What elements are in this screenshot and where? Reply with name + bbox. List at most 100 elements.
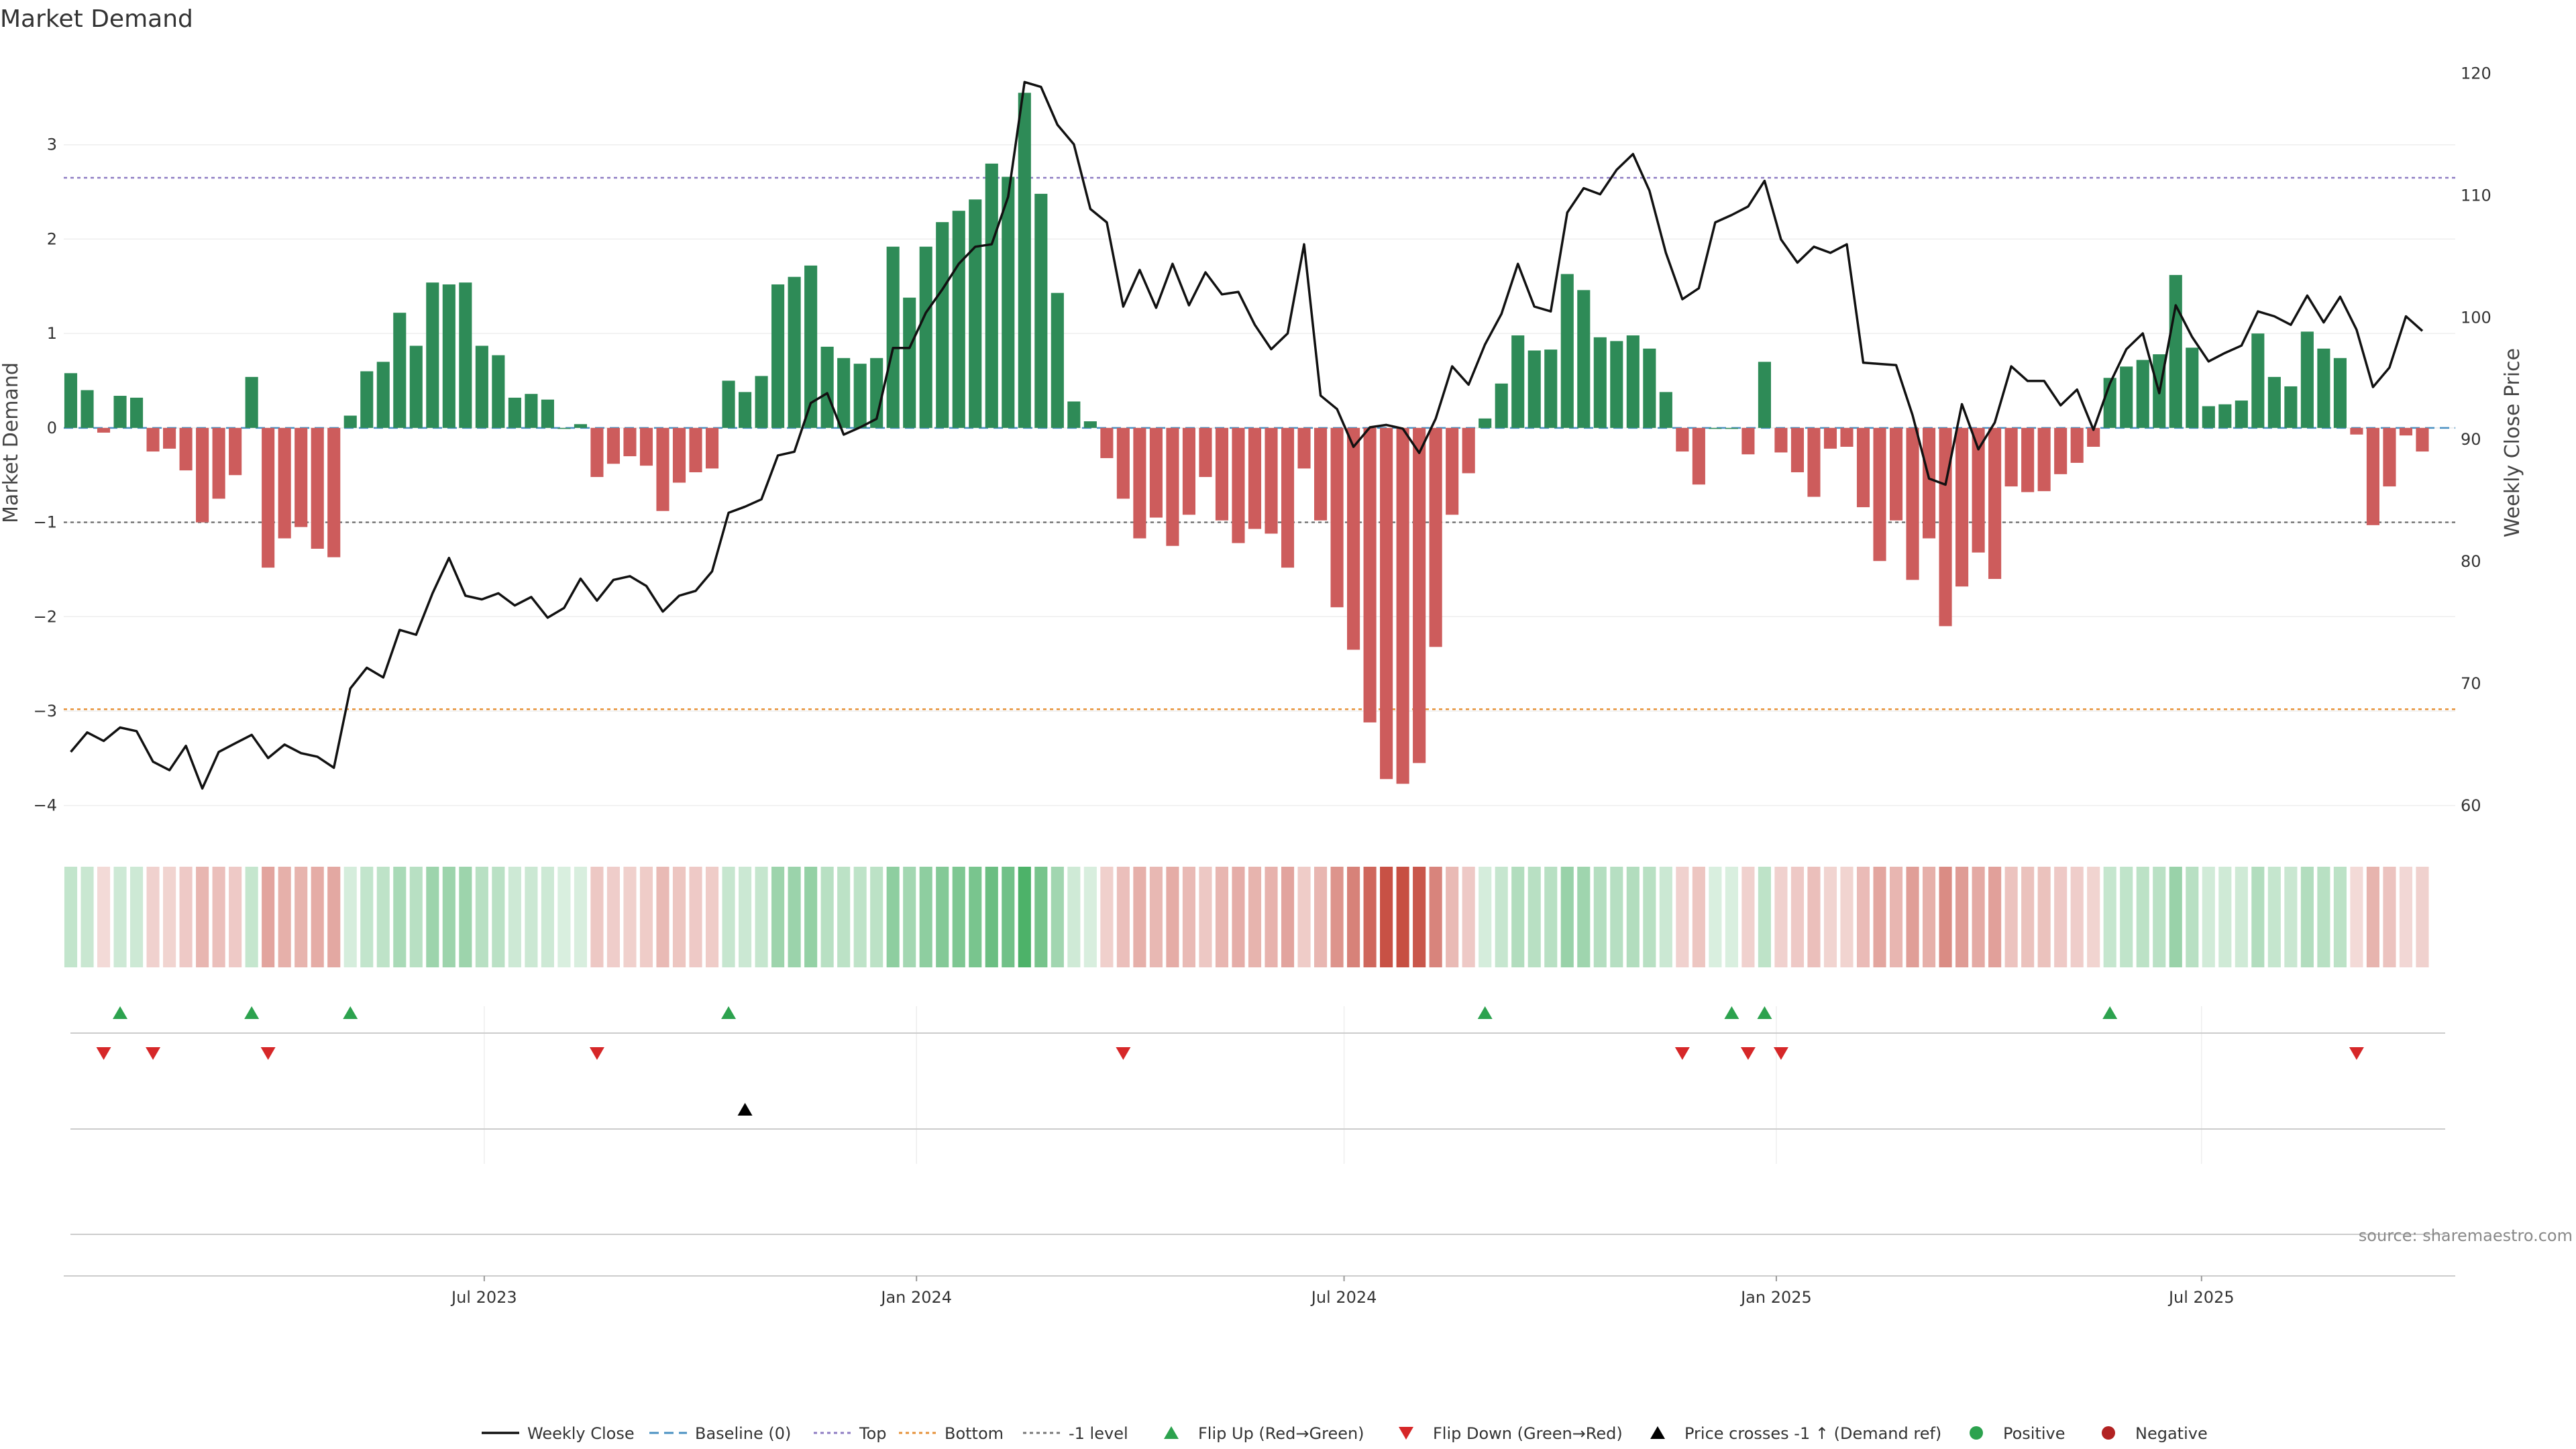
heat-cell xyxy=(2383,867,2396,967)
heat-cell xyxy=(426,867,439,967)
heat-cell xyxy=(1758,867,1771,967)
heat-cell xyxy=(1034,867,1048,967)
demand-bar xyxy=(475,345,488,428)
y-tick-label: −4 xyxy=(34,796,57,815)
heat-cell xyxy=(1741,867,1755,967)
demand-bar xyxy=(1347,427,1360,650)
heat-cell xyxy=(788,867,801,967)
demand-bar xyxy=(837,358,851,428)
demand-bar xyxy=(525,394,538,428)
demand-bar xyxy=(1692,427,1705,485)
heat-cell xyxy=(1725,867,1738,967)
demand-bar xyxy=(606,427,621,464)
heat-cell xyxy=(1774,867,1788,967)
heat-cell xyxy=(1988,867,2002,967)
heat-cell xyxy=(1133,867,1146,967)
demand-bar xyxy=(212,427,225,499)
demand-bar xyxy=(639,427,653,466)
price-cross-marker xyxy=(737,1103,753,1116)
demand-bar xyxy=(1297,427,1311,469)
heat-cell xyxy=(262,867,275,967)
demand-bar xyxy=(2054,427,2068,474)
demand-bar xyxy=(1446,427,1459,515)
heat-cell xyxy=(2202,867,2215,967)
heat-cell xyxy=(376,867,390,967)
demand-bar xyxy=(1067,401,1081,428)
heat-cell xyxy=(1215,867,1229,967)
heat-cell xyxy=(1347,867,1360,967)
demand-bar xyxy=(1018,93,1031,428)
demand-bar xyxy=(113,396,127,428)
heat-cell xyxy=(1166,867,1179,967)
demand-bar xyxy=(508,397,521,428)
demand-bar xyxy=(1709,427,1722,429)
legend-label: Price crosses -1 ↑ (Demand ref) xyxy=(1684,1424,1941,1443)
demand-bar xyxy=(278,427,291,539)
demand-bar xyxy=(1807,427,1821,497)
demand-bar xyxy=(1149,427,1163,518)
heat-cell xyxy=(229,867,242,967)
heat-cell xyxy=(459,867,472,967)
demand-bar xyxy=(2300,331,2314,428)
demand-bar xyxy=(360,371,374,428)
heat-cell xyxy=(574,867,587,967)
demand-heatstrip xyxy=(64,867,2429,967)
demand-bar xyxy=(1182,427,1196,515)
legend-label: Weekly Close xyxy=(527,1424,635,1443)
heat-cell xyxy=(1479,867,1492,967)
heat-cell xyxy=(2300,867,2314,967)
x-tick-label: Jan 2024 xyxy=(879,1288,952,1307)
heat-cell xyxy=(1018,867,1031,967)
demand-bar xyxy=(656,427,669,511)
heat-cell xyxy=(1462,867,1475,967)
demand-bar xyxy=(130,397,144,428)
demand-bar xyxy=(2202,406,2215,428)
demand-bar xyxy=(936,222,949,428)
demand-bar xyxy=(788,276,801,428)
heat-cell xyxy=(903,867,916,967)
flip-down-marker xyxy=(1116,1047,1131,1060)
demand-bar xyxy=(2070,427,2084,463)
demand-bar xyxy=(903,297,916,428)
weekly-close-line-path xyxy=(70,80,2424,790)
heat-cell xyxy=(1182,867,1196,967)
demand-bar xyxy=(64,373,78,428)
grid-lines xyxy=(64,144,2455,1164)
x-axis-ticks: Jul 2023 Jan 2024 Jul 2024 Jan 2025 Jul 2025 xyxy=(64,1275,2455,1307)
legend-label: Baseline (0) xyxy=(695,1424,791,1443)
legend-label: -1 level xyxy=(1069,1424,1128,1443)
heat-cell xyxy=(1446,867,1459,967)
heat-cell xyxy=(327,867,341,967)
heat-cell xyxy=(2251,867,2265,967)
demand-bar xyxy=(1166,427,1179,546)
demand-bar xyxy=(2333,358,2347,428)
demand-bar xyxy=(1725,427,1738,429)
flip-down-marker xyxy=(1740,1047,1756,1060)
source-note: source: sharemaestro.com xyxy=(2359,1226,2573,1245)
legend-swatch xyxy=(1650,1426,1665,1439)
demand-bar xyxy=(1758,362,1771,428)
demand-bar xyxy=(1034,193,1048,428)
demand-bar xyxy=(1610,341,1623,428)
heat-cell xyxy=(1922,867,1936,967)
y-tick-label: 0 xyxy=(47,419,57,437)
heat-cell xyxy=(2186,867,2199,967)
demand-bar xyxy=(2267,376,2281,428)
flip-up-marker xyxy=(1477,1006,1493,1019)
heat-cell xyxy=(1363,867,1377,967)
demand-bar xyxy=(2366,427,2379,525)
flip-down-marker xyxy=(96,1047,111,1060)
demand-bar xyxy=(1002,176,1015,428)
flip-up-marker xyxy=(2102,1006,2118,1019)
demand-bar xyxy=(1922,427,1936,539)
heat-cell xyxy=(639,867,653,967)
y-tick-label: 2 xyxy=(47,229,57,248)
demand-bar xyxy=(294,427,308,527)
flip-down-marker xyxy=(1773,1047,1788,1060)
heat-cell xyxy=(130,867,144,967)
heat-cell xyxy=(360,867,374,967)
heat-cell xyxy=(2235,867,2248,967)
heat-cell xyxy=(80,867,94,967)
heat-cell xyxy=(606,867,621,967)
heat-cell xyxy=(1626,867,1640,967)
